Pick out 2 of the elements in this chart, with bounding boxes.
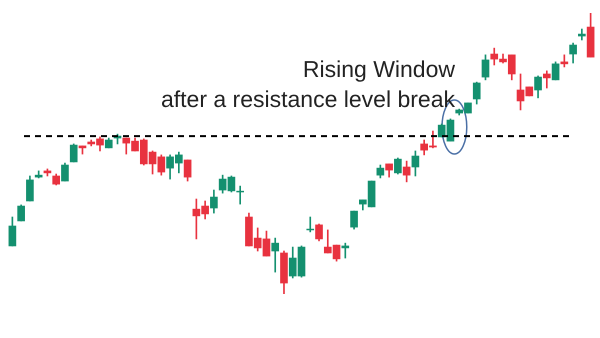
candlestick [78, 146, 86, 154]
annotation: Rising Window after a resistance level break [160, 55, 455, 114]
